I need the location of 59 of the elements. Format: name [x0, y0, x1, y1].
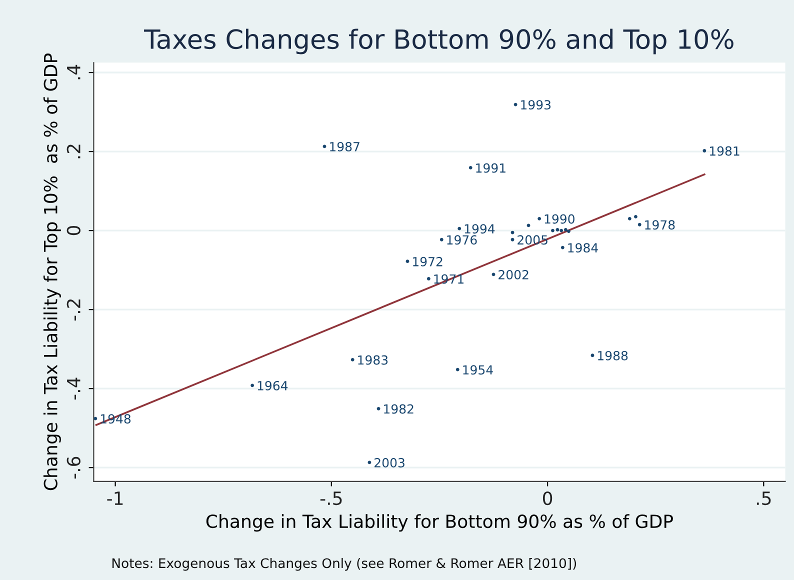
point: [638, 222, 642, 226]
annotation: 1954: [463, 365, 493, 375]
x-tick-label: .5: [756, 492, 771, 506]
point: [556, 228, 560, 232]
point: [551, 228, 554, 232]
annotation: 1994: [464, 224, 495, 234]
x-tick-label: -1: [107, 492, 123, 505]
annotation: 1982: [384, 404, 414, 414]
y-tick-label: -.6: [66, 456, 80, 479]
point: [560, 246, 564, 250]
y-tick-label: 0: [66, 226, 80, 236]
point: [538, 216, 542, 220]
point: [456, 368, 460, 372]
point: [426, 277, 430, 280]
point: [510, 238, 514, 242]
point: [567, 230, 570, 234]
point: [94, 416, 98, 420]
point: [468, 166, 472, 170]
point: [492, 272, 496, 276]
annotation: 1990: [544, 214, 574, 224]
annotation: 1993: [521, 100, 551, 110]
y-axis-title: Change in Tax Liability for Top 10% as % of GDP: [43, 54, 61, 490]
point: [634, 215, 638, 218]
point: [368, 460, 372, 464]
annotation: 2003: [374, 458, 404, 468]
x-tick-label: -.5: [320, 492, 342, 506]
point: [322, 144, 326, 148]
annotation: 1972: [413, 256, 442, 266]
annotation: 1991: [476, 163, 506, 173]
chart-title: Taxes Changes for Bottom 90% and Top 10%: [144, 28, 734, 54]
y-tick-label: -.2: [66, 299, 80, 321]
x-tick-label: 0: [542, 491, 552, 506]
annotation: 1987: [330, 142, 360, 152]
point: [590, 354, 594, 358]
annotation: 1983: [358, 355, 388, 365]
point: [376, 407, 380, 410]
annotation: 1964: [258, 380, 288, 390]
point: [406, 260, 410, 264]
point: [702, 149, 706, 152]
y-tick-label: .2: [66, 144, 80, 158]
annotation: 1978: [645, 220, 675, 230]
point: [628, 216, 632, 220]
annotation: 1976: [447, 235, 477, 245]
text: Notes: Exogenous Tax Changes Only (see Romer & Romer AER [2010]): [112, 558, 576, 571]
point: [350, 358, 354, 362]
point: [526, 224, 530, 228]
annotation: 1988: [598, 350, 628, 360]
point: [250, 384, 254, 388]
point: [440, 238, 444, 242]
x-axis-title: Change in Tax Liability for Bottom 90% as % of GDP: [206, 514, 673, 532]
point: [560, 228, 564, 232]
annotation: 2002: [498, 270, 528, 280]
annotation: 2005: [518, 235, 548, 245]
point: [564, 228, 568, 232]
point: [458, 226, 462, 230]
y-tick-label: .4: [67, 64, 80, 80]
annotation: 1981: [710, 146, 740, 156]
y-tick-label: -.4: [67, 378, 80, 400]
annotation: 1984: [568, 243, 598, 253]
